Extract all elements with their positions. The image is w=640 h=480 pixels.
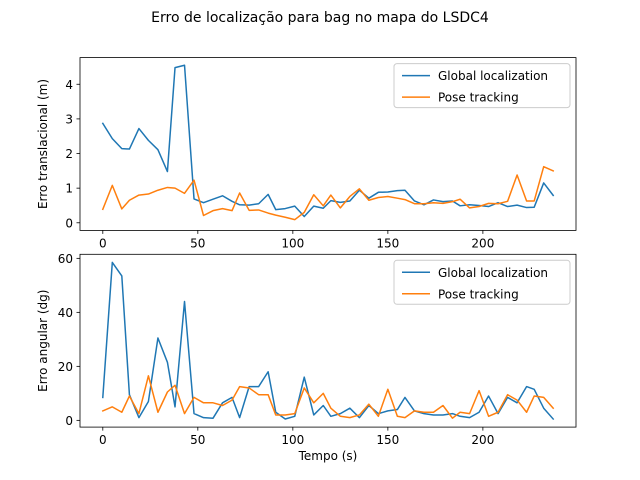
legend-label-global-localization: Global localization bbox=[438, 266, 548, 280]
x-tick-label: 0 bbox=[99, 433, 107, 447]
x-tick-label: 150 bbox=[376, 236, 399, 250]
y-axis-label: Erro translacional (m) bbox=[36, 79, 50, 209]
figure-title: Erro de localização para bag no mapa do … bbox=[151, 10, 489, 26]
y-tick-label: 3 bbox=[65, 112, 73, 126]
x-tick-label: 0 bbox=[99, 236, 107, 250]
legend-label-global-localization: Global localization bbox=[438, 69, 548, 83]
legend-box bbox=[393, 259, 571, 305]
series-line-global-localization bbox=[101, 64, 555, 218]
y-tick-label: 2 bbox=[65, 147, 73, 161]
x-tick-label: 200 bbox=[471, 236, 494, 250]
y-tick-label: 20 bbox=[58, 360, 73, 374]
legend: Global localization Pose tracking bbox=[393, 259, 571, 305]
legend-box bbox=[393, 63, 571, 109]
legend-label-pose-tracking: Pose tracking bbox=[438, 287, 519, 301]
translational-error-plot: 0 50 100 150 200 0 1 2 3 4 Erro translacional (m) G… bbox=[36, 57, 577, 250]
y-tick-label: 60 bbox=[58, 252, 73, 266]
legend: Global localization Pose tracking bbox=[393, 63, 571, 109]
y-tick-label: 4 bbox=[65, 78, 73, 92]
x-axis-label: Tempo (s) bbox=[298, 449, 358, 463]
series-line-pose-tracking bbox=[101, 375, 555, 419]
angular-error-plot: 0 50 100 150 200 0 20 40 60 Erro angular (dg) Temp… bbox=[36, 252, 577, 463]
y-tick-label: 1 bbox=[65, 182, 73, 196]
x-tick-label: 50 bbox=[190, 236, 205, 250]
x-tick-label: 100 bbox=[281, 236, 304, 250]
x-tick-label: 200 bbox=[471, 433, 494, 447]
legend-label-pose-tracking: Pose tracking bbox=[438, 91, 519, 105]
x-tick-label: 50 bbox=[190, 433, 205, 447]
axes-frame bbox=[79, 253, 577, 428]
series-line-pose-tracking bbox=[101, 165, 555, 221]
x-tick-label: 100 bbox=[281, 433, 304, 447]
x-tick-label: 150 bbox=[376, 433, 399, 447]
y-tick-label: 0 bbox=[65, 216, 73, 230]
axes-frame bbox=[79, 57, 577, 231]
y-tick-label: 40 bbox=[58, 306, 73, 320]
y-axis-label: Erro angular (dg) bbox=[36, 290, 50, 392]
y-tick-label: 0 bbox=[65, 414, 73, 428]
